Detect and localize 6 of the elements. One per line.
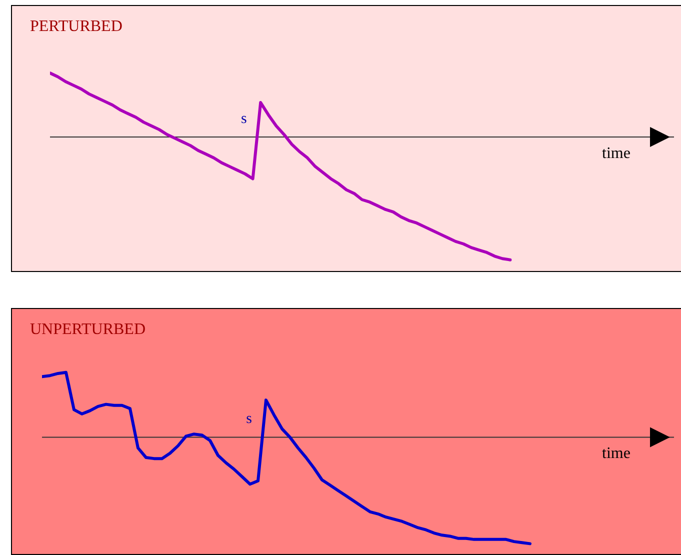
annotation: s <box>246 411 252 428</box>
chart-title: UNPERTURBED <box>30 321 146 339</box>
chart-title: PERTURBED <box>30 18 122 36</box>
annotation: s <box>240 111 247 128</box>
x-axis-title: time <box>602 445 630 464</box>
x-axis-title: time <box>602 144 630 163</box>
